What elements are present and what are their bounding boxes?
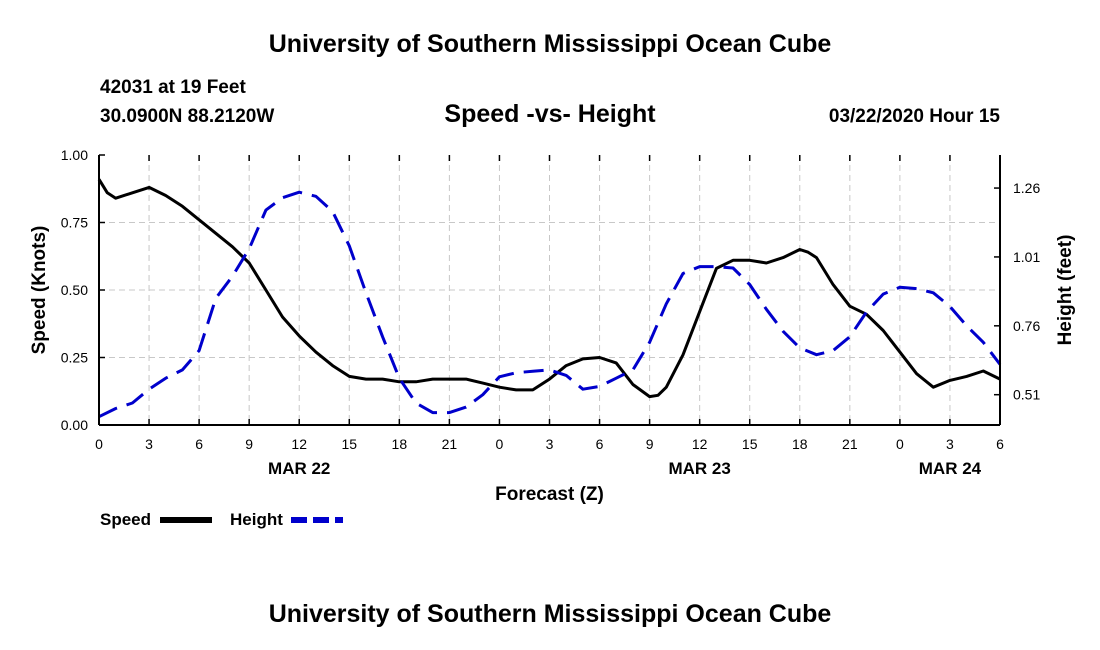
y2-tick-label: 0.76 <box>1013 318 1040 334</box>
legend: Speed Height <box>100 510 343 529</box>
y-tick-label: 0.00 <box>61 417 88 433</box>
y-tick-label: 0.50 <box>61 282 88 298</box>
date-label: MAR 22 <box>268 459 330 478</box>
y2-tick-label: 0.51 <box>1013 387 1040 403</box>
date-label: MAR 24 <box>919 459 982 478</box>
x-tick-label: 6 <box>996 436 1004 452</box>
y-axis-title: Speed (Knots) <box>29 226 50 355</box>
x-tick-label: 0 <box>896 436 904 452</box>
x-tick-label: 6 <box>596 436 604 452</box>
station-label: 42031 at 19 Feet <box>100 77 246 98</box>
y2-axis-title: Height (feet) <box>1055 235 1076 346</box>
y2-tick-label: 1.26 <box>1013 180 1040 196</box>
x-tick-label: 12 <box>692 436 708 452</box>
y-tick-label: 0.25 <box>61 350 88 366</box>
date-label: MAR 23 <box>668 459 730 478</box>
y-tick-label: 0.75 <box>61 215 88 231</box>
x-axis-title: Forecast (Z) <box>495 484 604 505</box>
x-tick-label: 21 <box>442 436 458 452</box>
x-tick-label: 15 <box>341 436 357 452</box>
x-tick-label: 3 <box>946 436 954 452</box>
x-tick-label: 3 <box>145 436 153 452</box>
x-tick-label: 6 <box>195 436 203 452</box>
x-tick-label: 21 <box>842 436 858 452</box>
x-tick-label: 18 <box>392 436 408 452</box>
footer-title: University of Southern Mississippi Ocean… <box>268 600 832 628</box>
x-tick-label: 3 <box>546 436 554 452</box>
legend-label-speed: Speed <box>100 510 151 529</box>
forecast-date-label: 03/22/2020 Hour 15 <box>828 106 1000 127</box>
grid <box>99 155 1000 425</box>
coordinates-label: 30.0900N 88.2120W <box>100 106 275 127</box>
x-tick-label: 18 <box>792 436 808 452</box>
x-tick-label: 9 <box>646 436 654 452</box>
x-tick-label: 15 <box>742 436 758 452</box>
axes <box>98 154 1001 426</box>
legend-label-height: Height <box>230 510 283 529</box>
y-tick-label: 1.00 <box>61 147 88 163</box>
y2-tick-label: 1.01 <box>1013 249 1040 265</box>
chart-title: University of Southern Mississippi Ocean… <box>268 30 832 58</box>
x-tick-label: 9 <box>245 436 253 452</box>
series-layer <box>97 178 1002 419</box>
x-tick-label: 0 <box>496 436 504 452</box>
chart-subtitle: Speed -vs- Height <box>444 100 656 128</box>
axis-labels: 0 3 6 9 12 15 18 21 0 3 6 9 12 15 18 21 0 3 6 0.00 0.25 0.50 0… <box>29 147 1076 505</box>
x-tick-label: 12 <box>291 436 307 452</box>
x-tick-label: 0 <box>95 436 103 452</box>
